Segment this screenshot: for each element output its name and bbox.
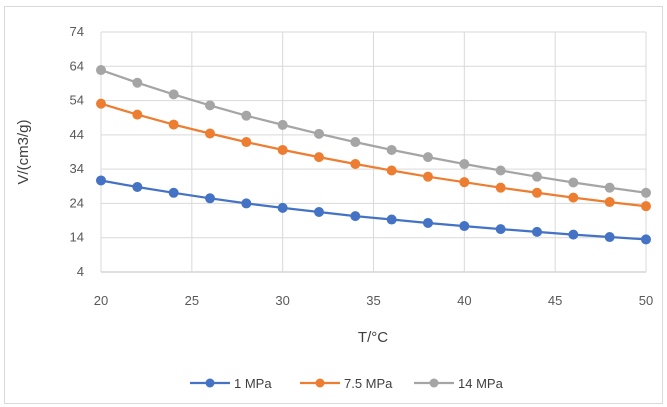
y-tick-label: 34 — [70, 161, 84, 176]
x-tick-label: 20 — [94, 293, 108, 308]
legend-item: 14 MPa — [414, 376, 504, 391]
series-3 — [96, 65, 651, 198]
data-point — [604, 182, 615, 193]
y-tick-label: 4 — [77, 264, 84, 279]
x-tick-label: 45 — [548, 293, 562, 308]
chart-frame — [4, 6, 663, 404]
series-2 — [96, 98, 651, 212]
series-1 — [96, 175, 651, 245]
data-point — [314, 207, 324, 217]
data-point — [604, 197, 615, 208]
data-point — [641, 201, 651, 212]
data-point — [205, 193, 215, 204]
data-point — [241, 110, 252, 121]
data-point — [604, 232, 615, 243]
data-point — [277, 202, 288, 213]
legend-label: 14 MPa — [458, 376, 504, 391]
legend: 1 MPa 7.5 MPa 14 MPa — [190, 376, 504, 391]
data-point — [96, 175, 106, 186]
x-tick-label: 50 — [639, 293, 653, 308]
data-point — [350, 159, 361, 169]
data-point — [314, 152, 324, 163]
data-point — [532, 226, 542, 237]
data-point — [495, 165, 506, 176]
x-tick-label: 40 — [457, 293, 471, 308]
legend-item: 1 MPa — [190, 376, 272, 391]
x-tick-labels: 20 25 30 35 40 45 50 — [94, 293, 653, 308]
y-axis-label: V/(cm3/g) — [15, 119, 32, 184]
data-point — [314, 128, 324, 139]
data-point — [459, 159, 470, 169]
data-point — [386, 165, 397, 176]
y-tick-labels: 4 14 24 34 44 54 64 74 — [70, 24, 84, 279]
data-point — [96, 98, 106, 109]
data-point — [532, 187, 542, 198]
data-point — [568, 177, 579, 188]
series-line — [100, 179, 647, 241]
series-line — [100, 69, 647, 194]
x-tick-label: 35 — [366, 293, 380, 308]
y-tick-label: 54 — [70, 93, 84, 108]
data-point — [168, 187, 179, 198]
data-point — [386, 144, 397, 155]
y-tick-label: 24 — [70, 195, 84, 210]
data-point — [532, 171, 542, 182]
data-point — [96, 65, 106, 76]
data-point — [168, 89, 179, 100]
data-point — [132, 181, 143, 192]
data-point — [459, 177, 470, 188]
legend-label: 1 MPa — [234, 376, 272, 391]
data-point — [641, 234, 651, 245]
legend-marker — [205, 378, 215, 388]
x-tick-label: 30 — [275, 293, 289, 308]
data-point — [241, 137, 252, 148]
data-point — [350, 211, 361, 222]
data-point — [241, 198, 252, 209]
y-tick-label: 44 — [70, 127, 84, 142]
legend-marker — [429, 378, 439, 388]
data-point — [423, 217, 433, 228]
data-point — [350, 137, 361, 148]
series-line — [100, 102, 647, 208]
data-point — [386, 214, 397, 225]
data-point — [132, 77, 143, 88]
data-point — [641, 187, 651, 198]
y-tick-label: 14 — [70, 230, 84, 245]
data-point — [168, 119, 179, 130]
data-point — [132, 109, 143, 120]
data-point — [423, 171, 433, 182]
legend-label: 7.5 MPa — [344, 376, 393, 391]
data-point — [423, 152, 433, 163]
data-point — [277, 119, 288, 130]
data-point — [459, 221, 470, 232]
y-tick-label: 74 — [70, 24, 84, 39]
data-point — [205, 100, 215, 111]
x-tick-label: 25 — [185, 293, 199, 308]
data-point — [495, 224, 506, 235]
x-axis-label: T/°C — [358, 329, 388, 346]
data-point — [277, 144, 288, 155]
series-lines — [96, 65, 651, 245]
grid-lines — [100, 31, 647, 273]
data-point — [495, 182, 506, 193]
data-point — [568, 192, 579, 203]
y-tick-label: 64 — [70, 58, 84, 73]
legend-item: 7.5 MPa — [300, 376, 393, 391]
data-point — [205, 128, 215, 139]
data-point — [568, 229, 579, 240]
legend-marker — [315, 378, 325, 388]
